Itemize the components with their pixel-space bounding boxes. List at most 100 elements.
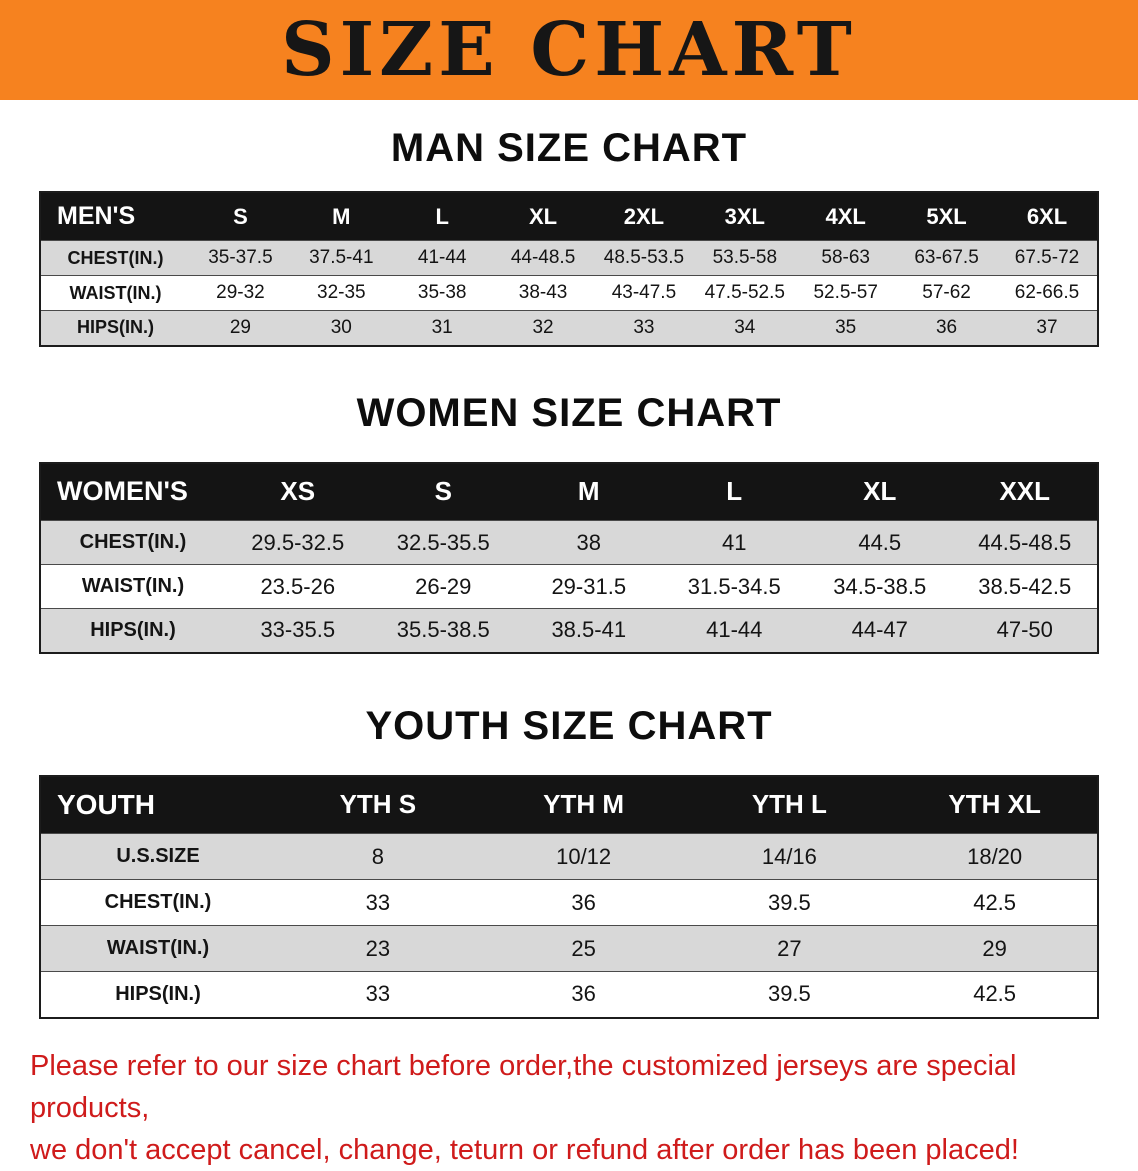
size-value-cell: 25 [480,925,687,972]
table-row: HIPS(IN.) 33-35.5 35.5-38.5 38.5-41 41-44 44-… [40,608,1098,653]
size-value-cell: 42.5 [892,879,1098,926]
row-label: CHEST(IN.) [40,240,190,276]
header-row: YOUTH YTH S YTH M YTH L YTH XL [40,775,1098,834]
size-column-header: 6XL [997,192,1098,241]
header-row: WOMEN'S XS S M L XL XXL [40,462,1098,521]
size-value-cell: 47-50 [952,608,1098,653]
size-value-cell: 14/16 [686,833,893,880]
size-chart-banner: SIZE CHART [0,0,1138,100]
youth-table-body: U.S.SIZE 8 10/12 14/16 18/20 CHEST(IN.) 33 36 39… [40,833,1098,1018]
size-value-cell: 23 [275,925,481,972]
women-table-header: WOMEN'S XS S M L XL XXL [40,462,1098,521]
size-value-cell: 35.5-38.5 [370,608,516,653]
section-title-youth: YOUTH SIZE CHART [365,703,773,748]
size-value-cell: 58-63 [795,240,897,276]
size-value-cell: 38.5-42.5 [952,564,1098,609]
row-label: CHEST(IN.) [40,520,225,565]
disclaimer-line: we don't accept cancel, change, teturn o… [30,1133,1019,1166]
table-corner-header: MEN'S [40,192,190,241]
size-value-cell: 37.5-41 [290,240,392,276]
size-value-cell: 39.5 [686,971,893,1018]
table-row: U.S.SIZE 8 10/12 14/16 18/20 [40,833,1098,880]
table-row: CHEST(IN.) 33 36 39.5 42.5 [40,879,1098,926]
size-column-header: XL [492,192,594,241]
size-value-cell: 38.5-41 [516,608,662,653]
size-value-cell: 41-44 [391,240,493,276]
size-value-cell: 47.5-52.5 [694,275,796,311]
size-value-cell: 33 [275,879,481,926]
size-value-cell: 33-35.5 [225,608,371,653]
row-label: HIPS(IN.) [40,310,190,346]
size-column-header: 4XL [795,192,897,241]
size-value-cell: 44-47 [807,608,953,653]
size-value-cell: 32.5-35.5 [370,520,516,565]
size-value-cell: 30 [290,310,392,346]
size-value-cell: 29 [190,310,291,346]
size-value-cell: 52.5-57 [795,275,897,311]
size-value-cell: 67.5-72 [997,240,1098,276]
size-value-cell: 38 [516,520,662,565]
row-label: WAIST(IN.) [40,564,225,609]
size-value-cell: 62-66.5 [997,275,1098,311]
disclaimer-note: Please refer to our size chart before or… [0,1045,1138,1171]
size-value-cell: 34.5-38.5 [807,564,953,609]
size-value-cell: 36 [480,971,687,1018]
size-column-header: L [661,462,807,521]
size-value-cell: 8 [275,833,481,880]
size-value-cell: 43-47.5 [593,275,695,311]
table-row: WAIST(IN.) 23.5-26 26-29 29-31.5 31.5-34.5 34… [40,564,1098,609]
size-value-cell: 34 [694,310,796,346]
section-title-man: MAN SIZE CHART [390,126,748,170]
size-column-header: 5XL [896,192,997,241]
table-row: CHEST(IN.) 35-37.5 37.5-41 41-44 44-48.5 48.5… [40,240,1098,276]
size-value-cell: 36 [896,310,997,346]
size-value-cell: 37 [997,310,1098,346]
size-column-header: XS [225,462,371,521]
man-size-chart-section: MAN SIZE CHART MEN'S S M L XL 2XL 3XL 4XL 5XL 6X… [0,126,1138,347]
size-column-header: L [391,192,493,241]
women-size-chart-section: WOMEN SIZE CHART WOMEN'S XS S M L XL XXL CHES… [0,391,1138,654]
row-label: U.S.SIZE [40,833,275,880]
size-value-cell: 31 [391,310,493,346]
section-title-women: WOMEN SIZE CHART [356,390,782,435]
size-value-cell: 42.5 [892,971,1098,1018]
table-row: HIPS(IN.) 33 36 39.5 42.5 [40,971,1098,1018]
size-value-cell: 63-67.5 [896,240,997,276]
youth-size-table: YOUTH YTH S YTH M YTH L YTH XL U.S.SIZE 8 10/… [39,774,1099,1019]
header-row: MEN'S S M L XL 2XL 3XL 4XL 5XL 6XL [40,192,1098,241]
man-table-body: CHEST(IN.) 35-37.5 37.5-41 41-44 44-48.5 48.5… [40,240,1098,346]
size-column-header: S [190,192,291,241]
table-row: WAIST(IN.) 23 25 27 29 [40,925,1098,972]
size-value-cell: 33 [275,971,481,1018]
size-column-header: 3XL [694,192,796,241]
size-column-header: M [516,462,662,521]
size-value-cell: 32-35 [290,275,392,311]
size-value-cell: 57-62 [896,275,997,311]
women-table-body: CHEST(IN.) 29.5-32.5 32.5-35.5 38 41 44.5 44.5… [40,520,1098,653]
size-value-cell: 41-44 [661,608,807,653]
size-column-header: YTH XL [892,775,1098,834]
table-row: HIPS(IN.) 29 30 31 32 33 34 35 36 37 [40,310,1098,346]
size-value-cell: 29.5-32.5 [225,520,371,565]
man-table-header: MEN'S S M L XL 2XL 3XL 4XL 5XL 6XL [40,192,1098,241]
size-value-cell: 35-38 [391,275,493,311]
size-value-cell: 29 [892,925,1098,972]
size-value-cell: 41 [661,520,807,565]
size-value-cell: 35-37.5 [190,240,291,276]
man-size-table: MEN'S S M L XL 2XL 3XL 4XL 5XL 6XL CHEST(IN.) 35-… [39,191,1099,347]
row-label: WAIST(IN.) [40,925,275,972]
size-column-header: S [370,462,516,521]
disclaimer-line: Please refer to our size chart before or… [30,1049,1017,1124]
size-value-cell: 27 [686,925,893,972]
size-value-cell: 39.5 [686,879,893,926]
page-title: SIZE CHART [281,7,857,93]
size-value-cell: 38-43 [492,275,594,311]
size-value-cell: 48.5-53.5 [593,240,695,276]
size-value-cell: 32 [492,310,594,346]
size-value-cell: 29-31.5 [516,564,662,609]
row-label: WAIST(IN.) [40,275,190,311]
row-label: HIPS(IN.) [40,971,275,1018]
size-value-cell: 18/20 [892,833,1098,880]
size-value-cell: 29-32 [190,275,291,311]
size-column-header: YTH M [480,775,687,834]
